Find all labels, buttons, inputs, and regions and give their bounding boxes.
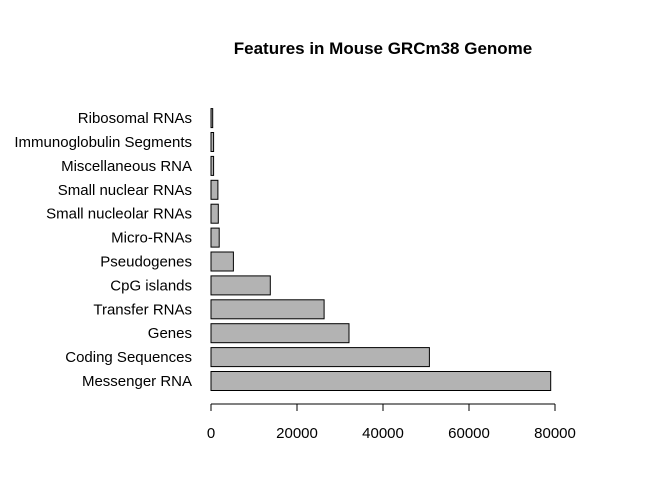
x-tick-label: 40000 [362,425,404,442]
bars-group [210,108,552,391]
bar-ribosomal-rnas [210,108,214,129]
category-label: Transfer RNAs [93,301,192,318]
bar-micro-rnas [210,227,220,248]
bar-cpg-islands [210,275,271,296]
bar-coding-sequences [210,347,430,368]
x-tick-label: 0 [207,425,215,442]
category-label: Ribosomal RNAs [78,110,192,127]
x-tick-label: 20000 [276,425,318,442]
bar-messenger-rna [210,371,552,391]
category-label: Coding Sequences [65,349,192,366]
bar-transfer-rnas [210,299,325,320]
bar-immunoglobulin-segments [210,132,215,152]
bar-small-nucleolar-rnas [210,203,219,224]
category-label: Miscellaneous RNA [61,158,192,175]
x-tick-label: 80000 [534,425,576,442]
bar-miscellaneous-rna [210,155,215,176]
category-label: Small nuclear RNAs [58,182,192,199]
category-labels-group: Messenger RNA Coding Sequences Genes Transf… [14,110,192,390]
x-tick-label: 60000 [448,425,490,442]
bar-pseudogenes [210,251,234,272]
category-label: Messenger RNA [82,373,192,390]
category-label: Small nucleolar RNAs [46,206,192,223]
category-label: Immunoglobulin Segments [14,134,192,151]
x-axis: 0 20000 40000 60000 80000 [207,403,576,442]
bar-genes [210,323,350,344]
bar-small-nuclear-rnas [210,179,219,200]
chart-title: Features in Mouse GRCm38 Genome [234,39,533,58]
category-label: Micro-RNAs [111,230,192,247]
category-label: Genes [148,325,192,342]
category-label: Pseudogenes [100,254,192,271]
category-label: CpG islands [110,277,192,294]
